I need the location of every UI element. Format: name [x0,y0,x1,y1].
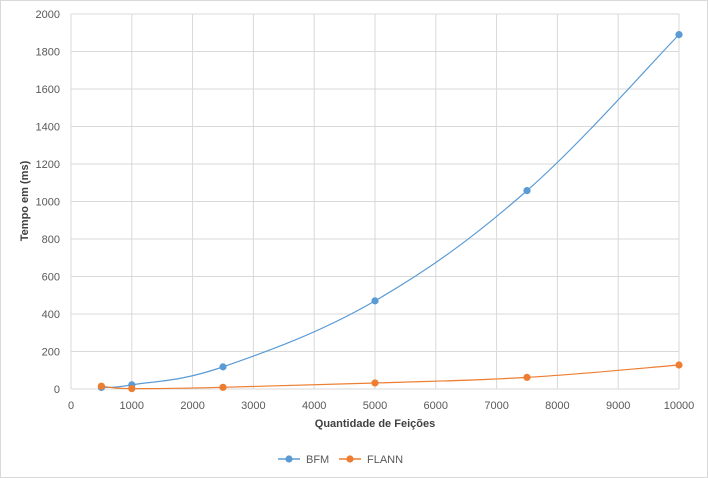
gridlines [70,13,680,390]
bfm-legend-label: BFM [306,454,329,466]
bfm-data-point [371,297,379,305]
axes: 0 1000 2000 3000 4000 5000 6000 7000 8000 9000 100… [36,9,695,412]
x-tick-label: 7000 [484,400,508,412]
y-tick-label: 800 [42,234,60,246]
bfm-series-line [101,34,680,389]
flann-legend-marker [346,455,354,463]
flann-data-point [219,383,227,391]
x-tick-label: 10000 [664,400,695,412]
flann-legend-label: FLANN [367,454,403,466]
x-tick-label: 4000 [302,400,326,412]
x-tick-label: 5000 [363,400,387,412]
flann-data-point [371,379,379,387]
bfm-data-point [523,187,531,195]
y-tick-label: 1000 [36,197,60,209]
y-tick-label: 1600 [36,84,60,96]
flann-data-point [128,385,136,393]
flann-data-point [675,361,683,369]
y-tick-label: 0 [54,384,60,396]
x-tick-label: 3000 [241,400,265,412]
y-tick-label: 200 [42,347,60,359]
y-tick-label: 600 [42,272,60,284]
x-tick-label: 6000 [424,400,448,412]
x-tick-label: 0 [68,400,74,412]
bfm-legend-marker [285,455,293,463]
flann-data-point [523,373,531,381]
series-group [97,31,683,393]
y-tick-label: 2000 [36,9,60,21]
y-axis-title: Tempo em (ms) [19,160,31,241]
flann-data-point [97,382,105,390]
bfm-data-point [219,363,227,371]
bfm-data-point [675,31,683,39]
y-tick-label: 1200 [36,159,60,171]
x-tick-label: 8000 [545,400,569,412]
y-tick-label: 1400 [36,122,60,134]
x-tick-label: 1000 [120,400,144,412]
y-tick-label: 400 [42,309,60,321]
x-axis-title: Quantidade de Feições [315,418,435,430]
legend: BFM FLANN [278,454,403,466]
y-tick-label: 1800 [36,47,60,59]
x-tick-label: 2000 [180,400,204,412]
x-tick-label: 9000 [606,400,630,412]
